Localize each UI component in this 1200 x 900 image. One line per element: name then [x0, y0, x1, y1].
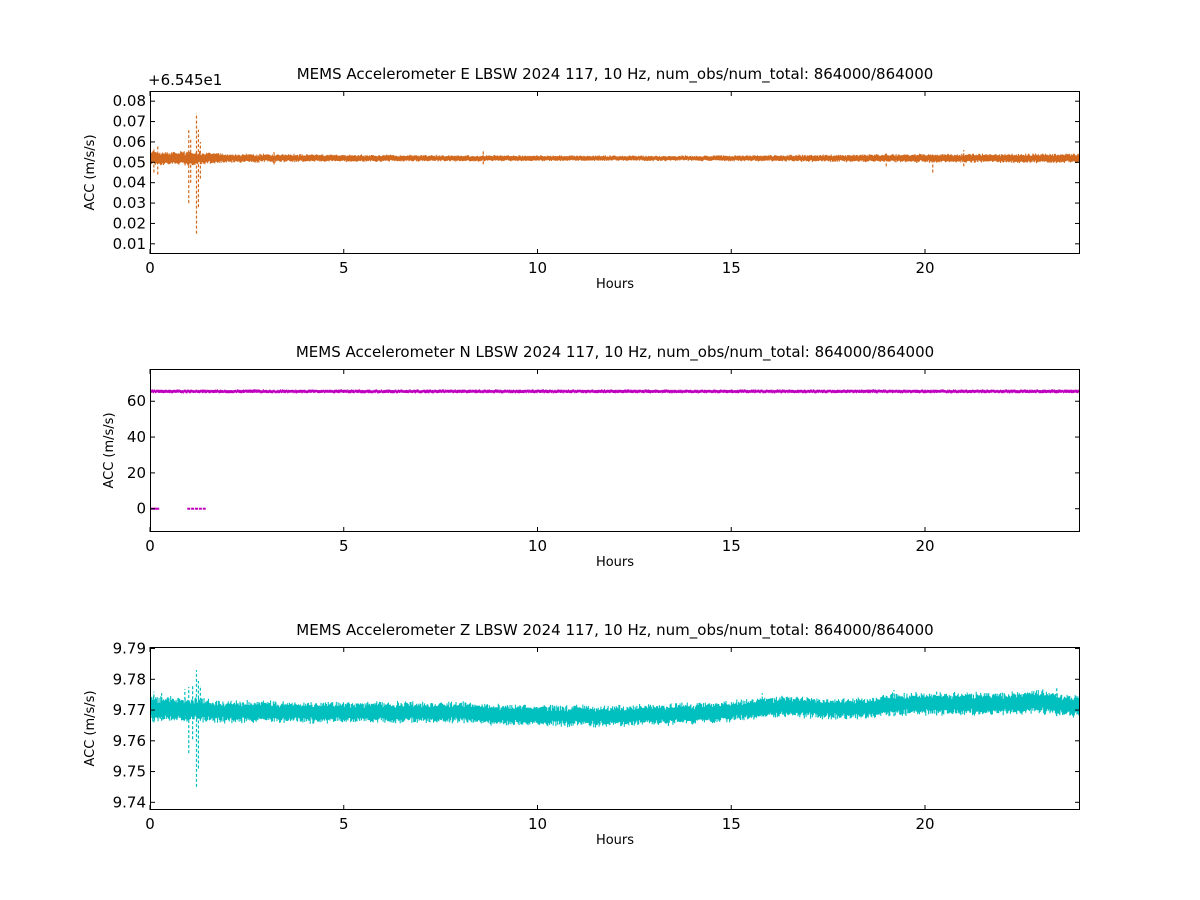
x-tick-label-e-4: 20	[915, 259, 934, 277]
data-point-n-8	[202, 507, 206, 510]
y-tick-label-n-1: 20	[127, 464, 146, 482]
y-tick-label-n-2: 40	[127, 428, 146, 446]
data-n	[150, 389, 1080, 510]
plot-frame-n	[150, 369, 1080, 532]
x-tick-label-z-3: 15	[722, 815, 741, 833]
y-tick-label-z-3: 9.77	[113, 701, 146, 719]
data-e	[150, 113, 1080, 234]
y-axis-label-n: ACC (m/s/s)	[102, 412, 117, 488]
y-tick-label-z-4: 9.78	[113, 670, 146, 688]
chart-title-n: MEMS Accelerometer N LBSW 2024 117, 10 H…	[296, 343, 934, 362]
x-tick-label-n-4: 20	[915, 537, 934, 555]
y-tick-label-e-5: 0.06	[113, 133, 146, 151]
series-band-z	[150, 689, 1080, 728]
y-tick-label-e-0: 0.01	[113, 235, 146, 253]
x-tick-label-e-1: 5	[339, 259, 349, 277]
x-tick-label-n-2: 10	[528, 537, 547, 555]
plot-frame-e	[150, 91, 1080, 254]
data-point-n-3	[156, 507, 160, 510]
panel-z: 0 5 10 15 20 9.74 9.75 9.76 9.77 9.78 9.79 MEMS Acc…	[83, 621, 1080, 848]
y-tick-label-e-2: 0.03	[113, 194, 146, 212]
x-tick-label-z-4: 20	[915, 815, 934, 833]
x-tick-label-e-0: 0	[145, 259, 155, 277]
x-tick-label-n-0: 0	[145, 537, 155, 555]
x-tick-label-e-3: 15	[722, 259, 741, 277]
y-tick-label-z-5: 9.79	[113, 640, 146, 658]
panel-e: 0 5 10 15 20 0.01 0.02 0.03 0.04 0.05 0.06 0.07 0.08…	[83, 65, 1080, 292]
data-point-n-6	[195, 507, 198, 510]
data-point-n-7	[198, 507, 202, 510]
series-z-0	[150, 670, 1080, 787]
x-tick-label-z-1: 5	[339, 815, 349, 833]
y-tick-label-e-7: 0.08	[113, 92, 146, 110]
x-axis-label-e: Hours	[596, 277, 634, 292]
plot-frame-z	[150, 647, 1080, 810]
chart-title-e: MEMS Accelerometer E LBSW 2024 117, 10 H…	[297, 65, 934, 84]
x-tick-label-n-3: 15	[722, 537, 741, 555]
x-tick-label-z-0: 0	[145, 815, 155, 833]
y-tick-label-z-0: 9.74	[113, 793, 146, 811]
y-tick-label-n-3: 60	[127, 392, 146, 410]
series-band-n	[150, 389, 1080, 394]
y-tick-label-z-2: 9.76	[113, 732, 146, 750]
data-point-n-5	[191, 507, 195, 510]
y-tick-label-e-4: 0.05	[113, 153, 146, 171]
x-axis-label-n: Hours	[596, 555, 634, 570]
x-tick-label-e-2: 10	[528, 259, 547, 277]
data-point-n-4	[187, 507, 191, 510]
x-axis-label-z: Hours	[596, 833, 634, 848]
y-axis-label-e: ACC (m/s/s)	[83, 134, 98, 210]
y-axis-label-z: ACC (m/s/s)	[83, 690, 98, 766]
y-tick-label-e-3: 0.04	[113, 174, 146, 192]
y-tick-label-e-1: 0.02	[113, 214, 146, 232]
panel-n: 0 5 10 15 20 0 20 40 60 MEMS Accelerometer N LBSW…	[102, 343, 1080, 570]
y-offset-label-e: +6.545e1	[148, 71, 222, 89]
x-tick-label-n-1: 5	[339, 537, 349, 555]
series-band-e	[150, 151, 1080, 166]
chart-title-z: MEMS Accelerometer Z LBSW 2024 117, 10 H…	[296, 621, 933, 640]
y-tick-label-e-6: 0.07	[113, 113, 146, 131]
y-tick-label-n-0: 0	[136, 500, 146, 518]
series-n-0	[150, 389, 1080, 510]
data-z	[150, 670, 1080, 787]
data-point-n-2	[154, 507, 158, 510]
series-e-0	[150, 113, 1080, 234]
y-tick-label-z-1: 9.75	[113, 763, 146, 781]
x-tick-label-z-2: 10	[528, 815, 547, 833]
